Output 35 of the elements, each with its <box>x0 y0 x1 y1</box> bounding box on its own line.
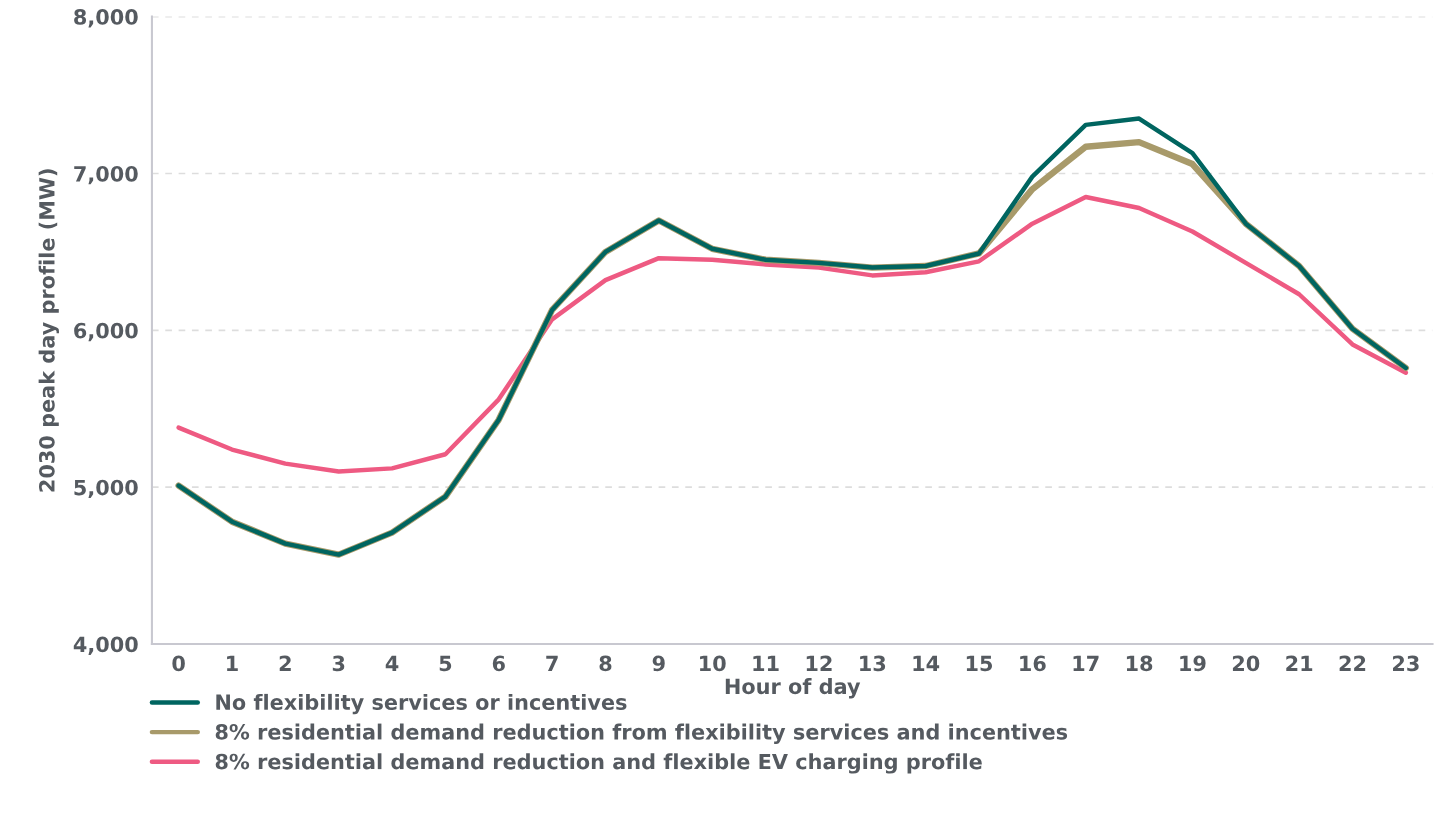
x-tick-label: 16 <box>1020 655 1046 672</box>
legend-label: No flexibility services or incentives <box>216 693 627 715</box>
x-tick-label: 14 <box>913 655 940 671</box>
x-tick-label: 21 <box>1286 655 1313 671</box>
y-tick-label: 6,000 <box>74 322 138 342</box>
x-axis-title: Hour of day <box>725 678 861 699</box>
x-tick-label: 6 <box>492 655 505 672</box>
x-tick-label: 18 <box>1126 655 1153 672</box>
x-tick-label: 12 <box>806 655 832 671</box>
x-tick-label: 0 <box>172 655 185 672</box>
x-tick-label: 11 <box>753 655 779 671</box>
y-tick-label: 7,000 <box>74 165 138 185</box>
legend-label: 8% residential demand reduction and flexible EV charging profile <box>215 753 982 774</box>
x-tick-label: 9 <box>652 655 665 672</box>
x-tick-label: 22 <box>1339 655 1366 671</box>
x-tick-label: 15 <box>966 655 993 672</box>
y-tick-label: 4,000 <box>73 636 138 655</box>
x-tick-label: 17 <box>1073 655 1099 671</box>
x-tick-label: 23 <box>1393 655 1419 672</box>
x-tick-label: 5 <box>439 655 452 672</box>
x-tick-label: 4 <box>385 655 399 671</box>
y-tick-label: 8,000 <box>74 9 138 28</box>
x-tick-label: 1 <box>227 655 238 671</box>
x-tick-label: 3 <box>332 655 345 672</box>
x-tick-label: 10 <box>700 655 726 672</box>
legend-label: 8% residential demand reduction from flexibility services and incentives <box>215 723 1068 744</box>
x-tick-label: 19 <box>1180 655 1206 672</box>
x-tick-label: 13 <box>860 655 886 672</box>
y-axis-title: 2030 peak day profile (MW) <box>38 169 59 492</box>
line-series <box>176 194 1409 474</box>
x-tick-label: 7 <box>546 655 558 671</box>
x-tick-label: 8 <box>599 655 612 672</box>
x-tick-label: 20 <box>1232 655 1260 672</box>
y-tick-label: 5,000 <box>74 479 138 499</box>
x-tick-label: 2 <box>279 655 291 671</box>
